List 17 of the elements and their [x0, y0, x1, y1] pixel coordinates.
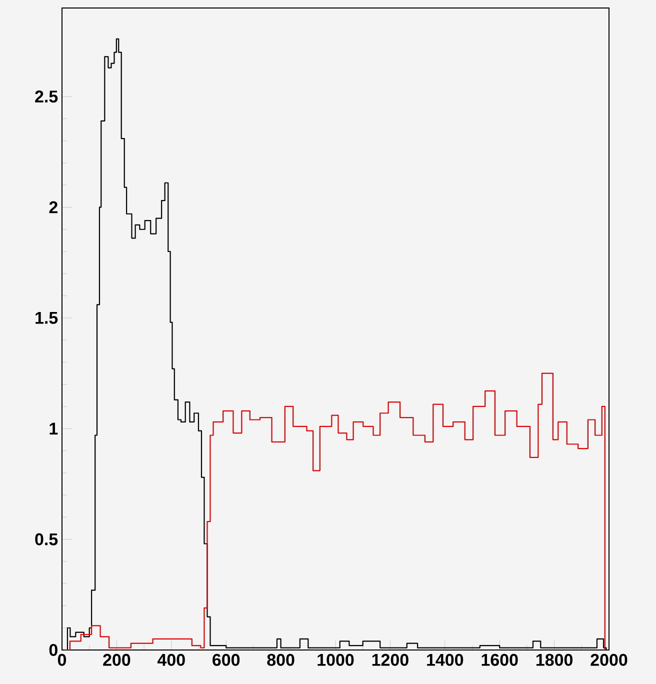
- x-tick-label: 200: [103, 654, 130, 666]
- y-tick-label: 0.5: [35, 533, 58, 546]
- x-tick-label: 1400: [427, 654, 464, 666]
- x-tick-label: 1000: [318, 654, 354, 666]
- x-tick-label: 1200: [372, 654, 408, 666]
- x-tick-label: 1600: [482, 654, 518, 666]
- y-tick-label: 2.5: [35, 90, 58, 103]
- x-tick-label: 400: [157, 654, 185, 666]
- x-tick-label: 600: [212, 654, 240, 666]
- x-tick-label: 2000: [590, 654, 628, 666]
- x-tick-label: 1800: [536, 654, 573, 666]
- y-tick-label: 0: [49, 644, 58, 656]
- x-tick-label: 0: [58, 654, 66, 666]
- y-tick-label: 1.5: [36, 312, 58, 324]
- y-tick-label: 1: [50, 422, 58, 434]
- x-tick-label: 800: [267, 654, 294, 666]
- y-tick-label: 2: [49, 201, 58, 214]
